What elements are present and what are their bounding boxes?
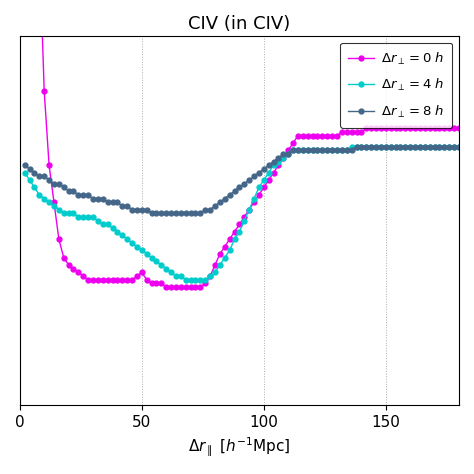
$\Delta r_{\perp} = 4\ h$: [393, 144, 399, 150]
$\Delta r_{\perp} = 0\ h$: [164, 284, 169, 290]
$\Delta r_{\perp} = 0\ h$: [398, 126, 403, 131]
$\Delta r_{\perp} = 4\ h$: [349, 144, 355, 150]
Line: $\Delta r_{\perp} = 0\ h$: $\Delta r_{\perp} = 0\ h$: [22, 0, 461, 290]
$\Delta r_{\perp} = 0\ h$: [456, 126, 462, 131]
$\Delta r_{\perp} = 0\ h$: [329, 133, 335, 138]
$\Delta r_{\perp} = 8\ h$: [149, 210, 155, 216]
$\Delta r_{\perp} = 4\ h$: [81, 214, 86, 220]
$\Delta r_{\perp} = 0\ h$: [154, 281, 159, 286]
Line: $\Delta r_{\perp} = 8\ h$: $\Delta r_{\perp} = 8\ h$: [22, 145, 461, 216]
$\Delta r_{\perp} = 4\ h$: [183, 277, 189, 283]
$\Delta r_{\perp} = 8\ h$: [81, 192, 86, 198]
$\Delta r_{\perp} = 4\ h$: [456, 144, 462, 150]
$\Delta r_{\perp} = 8\ h$: [354, 144, 359, 150]
$\Delta r_{\perp} = 0\ h$: [81, 273, 86, 279]
Title: CIV (in CIV): CIV (in CIV): [188, 15, 291, 33]
Legend: $\Delta r_{\perp} = 0\ h$, $\Delta r_{\perp} = 4\ h$, $\Delta r_{\perp} = 8\ h$: $\Delta r_{\perp} = 0\ h$, $\Delta r_{\p…: [340, 43, 452, 128]
$\Delta r_{\perp} = 8\ h$: [402, 144, 408, 150]
$\Delta r_{\perp} = 8\ h$: [447, 144, 452, 150]
$\Delta r_{\perp} = 8\ h$: [158, 210, 164, 216]
$\Delta r_{\perp} = 4\ h$: [402, 144, 408, 150]
Line: $\Delta r_{\perp} = 4\ h$: $\Delta r_{\perp} = 4\ h$: [22, 145, 461, 282]
$\Delta r_{\perp} = 0\ h$: [388, 126, 393, 131]
$\Delta r_{\perp} = 4\ h$: [329, 147, 335, 153]
$\Delta r_{\perp} = 8\ h$: [456, 144, 462, 150]
$\Delta r_{\perp} = 4\ h$: [154, 258, 159, 264]
$\Delta r_{\perp} = 4\ h$: [22, 170, 27, 175]
$\Delta r_{\perp} = 4\ h$: [447, 144, 452, 150]
$\Delta r_{\perp} = 8\ h$: [329, 147, 335, 153]
$\Delta r_{\perp} = 8\ h$: [22, 163, 27, 168]
$\Delta r_{\perp} = 0\ h$: [441, 126, 447, 131]
X-axis label: $\Delta r_{\parallel}\ [h^{-1}\mathrm{Mpc}]$: $\Delta r_{\parallel}\ [h^{-1}\mathrm{Mp…: [188, 436, 291, 459]
$\Delta r_{\perp} = 8\ h$: [393, 144, 399, 150]
